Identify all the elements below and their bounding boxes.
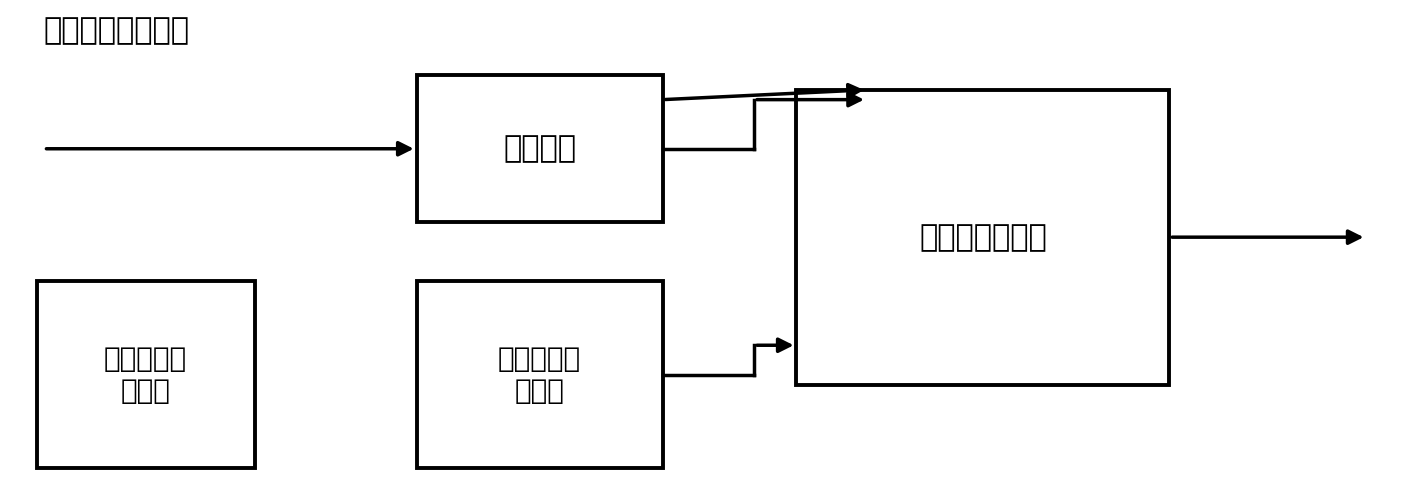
Bar [797,90,1169,384]
Text: 参考点压产
生电路: 参考点压产 生电路 [498,344,581,405]
Bar [416,75,663,222]
Text: 包络检波输出信号: 包络检波输出信号 [44,16,189,45]
Text: 微分电路: 微分电路 [503,134,577,163]
Text: 偏置电压产
生电路: 偏置电压产 生电路 [104,344,188,405]
Bar [37,282,255,468]
Text: 滞回比较器电路: 滞回比较器电路 [919,223,1046,251]
Bar [416,282,663,468]
